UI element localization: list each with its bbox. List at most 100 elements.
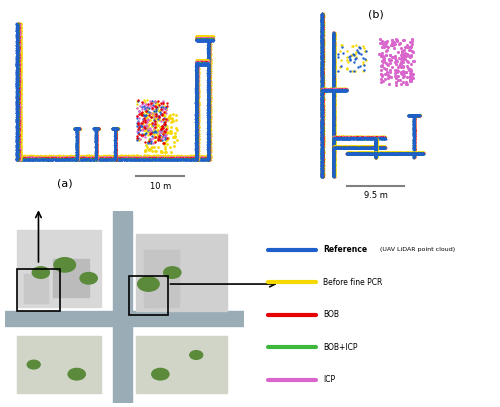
Point [376,143,384,149]
Point [372,137,380,144]
Point [138,110,146,116]
Point [72,155,80,162]
Point [17,64,25,70]
Point [371,135,379,141]
Point [318,110,326,116]
Point [28,156,36,162]
Point [14,153,22,160]
Point [72,147,80,154]
Point [72,138,80,144]
Point [201,35,209,42]
Point [330,99,338,105]
Point [330,141,338,147]
Point [204,40,212,46]
Point [372,135,380,142]
Point [318,30,326,36]
Point [112,142,120,149]
Point [192,156,200,162]
Point [74,125,82,132]
Point [192,87,200,94]
Point [192,72,200,79]
Point [334,143,342,149]
Point [410,133,418,139]
Point [342,150,350,156]
Point [194,37,202,44]
Point [342,144,350,151]
Point [24,156,32,162]
Point [200,61,208,67]
Point [370,151,378,157]
Point [338,144,346,150]
Point [56,153,64,160]
Point [58,153,66,160]
Point [318,71,326,77]
Point [334,87,342,94]
Point [83,156,91,162]
Point [112,155,120,161]
Point [48,155,56,162]
Point [100,155,108,162]
Point [192,65,200,72]
Point [318,134,326,141]
Point [318,153,326,160]
Point [86,153,94,160]
Point [320,45,328,51]
Point [330,164,338,171]
Point [410,129,418,135]
Point [16,85,24,92]
Point [15,87,23,94]
Point [372,138,380,145]
Point [410,122,418,129]
Point [205,89,213,96]
Point [319,102,327,108]
Point [14,94,22,101]
Point [20,155,28,161]
Point [342,144,349,151]
Point [372,142,380,149]
Point [112,137,120,144]
Point [411,145,419,152]
Point [204,71,212,78]
Point [192,134,200,141]
Point [372,144,380,151]
Point [317,138,325,144]
Point [204,121,212,128]
Point [354,135,362,141]
Point [15,92,23,98]
Point [13,108,21,114]
Point [330,108,338,115]
Point [351,144,359,150]
Point [112,156,120,162]
Point [92,128,100,134]
Point [380,151,388,157]
Point [330,168,338,175]
Point [206,93,214,100]
Point [17,49,25,56]
Point [198,60,205,66]
Point [319,47,327,53]
Point [386,151,394,157]
Point [414,150,422,157]
Point [392,150,400,157]
Point [109,125,117,132]
Point [330,144,338,150]
Point [318,23,326,30]
Point [318,37,326,43]
Point [344,144,352,151]
Point [318,115,326,121]
Point [318,74,326,81]
Point [172,155,179,161]
Point [14,29,22,35]
Point [318,17,326,23]
Point [111,137,119,144]
Point [74,145,82,152]
Point [318,91,326,98]
Point [13,154,21,160]
Point [368,135,376,142]
Point [377,51,385,57]
Point [318,135,326,142]
Point [368,134,376,141]
Point [356,143,364,150]
Point [14,87,22,94]
Point [330,162,338,168]
